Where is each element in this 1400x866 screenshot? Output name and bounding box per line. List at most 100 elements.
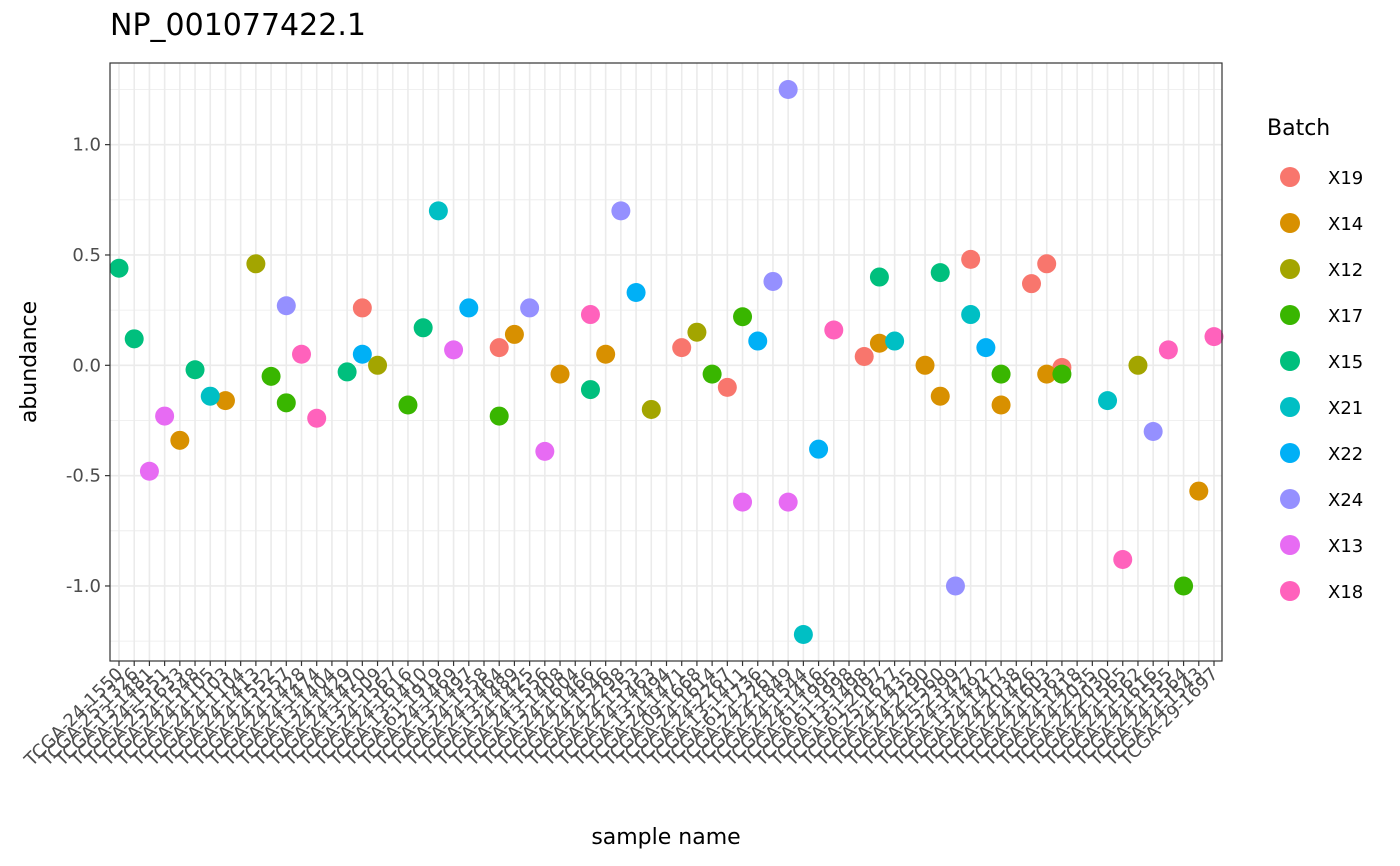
data-point-x21 [961, 305, 981, 325]
data-point-x18 [292, 344, 311, 364]
legend-key-x12 [1280, 259, 1300, 279]
data-point-x18 [307, 408, 327, 428]
data-point-x24 [763, 271, 783, 291]
data-point-x24 [778, 79, 798, 99]
y-tick-label: 0.5 [72, 245, 101, 266]
data-point-x24 [520, 298, 540, 318]
legend-key-x15 [1280, 351, 1300, 371]
legend-key-x14 [1280, 213, 1300, 233]
data-point-x19 [352, 298, 372, 318]
data-point-x15 [869, 267, 889, 287]
legend-label: X13 [1328, 536, 1363, 557]
data-point-x18 [1113, 549, 1133, 569]
legend-label: X18 [1328, 582, 1363, 603]
data-point-x24 [945, 576, 965, 596]
data-point-x14 [1189, 481, 1209, 501]
data-point-x17 [991, 364, 1011, 384]
data-point-x21 [885, 331, 905, 351]
legend-label: X15 [1328, 352, 1363, 373]
data-point-x17 [1052, 364, 1072, 384]
data-point-x15 [337, 362, 357, 382]
data-point-x13 [535, 441, 555, 461]
data-point-x15 [109, 258, 129, 278]
data-points [109, 79, 1224, 645]
legend-key-x19 [1280, 167, 1300, 187]
data-point-x17 [733, 307, 753, 327]
data-point-x18 [1158, 340, 1178, 360]
data-point-x22 [809, 439, 829, 459]
data-point-x14 [991, 395, 1011, 415]
legend-key-x13 [1280, 535, 1300, 555]
data-point-x22 [352, 344, 372, 364]
data-point-x15 [930, 263, 950, 283]
data-point-x14 [1037, 364, 1057, 384]
data-point-x14 [869, 333, 889, 353]
legend-key-x17 [1280, 305, 1300, 325]
data-point-x22 [976, 338, 996, 358]
data-point-x15 [580, 380, 600, 400]
data-point-x19 [1022, 274, 1041, 294]
data-point-x17 [489, 406, 509, 426]
data-point-x19 [672, 338, 692, 358]
legend-label: X21 [1328, 398, 1363, 419]
data-point-x12 [368, 355, 388, 375]
chart-title: NP_001077422.1 [110, 8, 366, 43]
data-point-x18 [580, 305, 600, 325]
legend-label: X12 [1328, 260, 1363, 281]
y-axis-title: abundance [17, 301, 42, 423]
data-point-x12 [641, 399, 661, 419]
data-point-x13 [733, 492, 753, 512]
y-axis: -1.0 -0.5 0.0 0.5 1.0 [66, 135, 110, 597]
data-point-x13 [444, 340, 464, 360]
legend: Batch X19 X14 X12 X17 X15 X21 X22 X24 X13 X18 [1267, 116, 1363, 603]
data-point-x18 [824, 320, 844, 340]
data-point-x22 [459, 298, 479, 318]
data-point-x15 [124, 329, 144, 349]
y-tick-label: -0.5 [66, 466, 101, 487]
x-axis-title: sample name [591, 825, 740, 850]
data-point-x15 [185, 360, 205, 380]
legend-label: X17 [1328, 306, 1363, 327]
data-point-x19 [1037, 254, 1057, 274]
data-point-x19 [717, 377, 737, 397]
data-point-x17 [398, 395, 418, 415]
data-point-x21 [428, 201, 448, 221]
legend-label: X19 [1328, 168, 1363, 189]
legend-key-x22 [1280, 443, 1300, 463]
data-point-x14 [215, 391, 235, 411]
data-point-x19 [489, 338, 509, 358]
data-point-x21 [200, 386, 220, 406]
data-point-x19 [854, 346, 874, 366]
legend-key-x24 [1280, 489, 1300, 509]
data-point-x18 [1204, 327, 1224, 347]
data-point-x21 [1098, 391, 1118, 411]
legend-label: X24 [1328, 490, 1363, 511]
grid-x [118, 63, 1215, 661]
data-point-x14 [596, 344, 616, 364]
data-point-x12 [246, 254, 266, 274]
y-tick-label: -1.0 [66, 576, 101, 597]
data-point-x19 [961, 249, 981, 269]
data-point-x22 [748, 331, 768, 351]
data-point-x17 [1174, 576, 1194, 596]
data-point-x17 [702, 364, 722, 384]
legend-key-x21 [1280, 397, 1300, 417]
data-point-x13 [155, 406, 175, 426]
data-point-x14 [930, 386, 950, 406]
data-point-x24 [276, 296, 296, 316]
legend-key-x18 [1280, 581, 1300, 601]
y-tick-label: 0.0 [72, 355, 101, 376]
data-point-x17 [261, 366, 281, 386]
legend-label: X22 [1328, 444, 1363, 465]
y-tick-label: 1.0 [72, 135, 101, 156]
data-point-x13 [139, 461, 159, 481]
data-point-x12 [687, 322, 707, 342]
data-point-x15 [413, 318, 433, 338]
data-point-x14 [550, 364, 570, 384]
data-point-x14 [504, 324, 524, 344]
data-point-x14 [915, 355, 935, 375]
legend-label: X14 [1328, 214, 1363, 235]
data-point-x21 [793, 625, 813, 645]
data-point-x24 [1143, 422, 1163, 442]
